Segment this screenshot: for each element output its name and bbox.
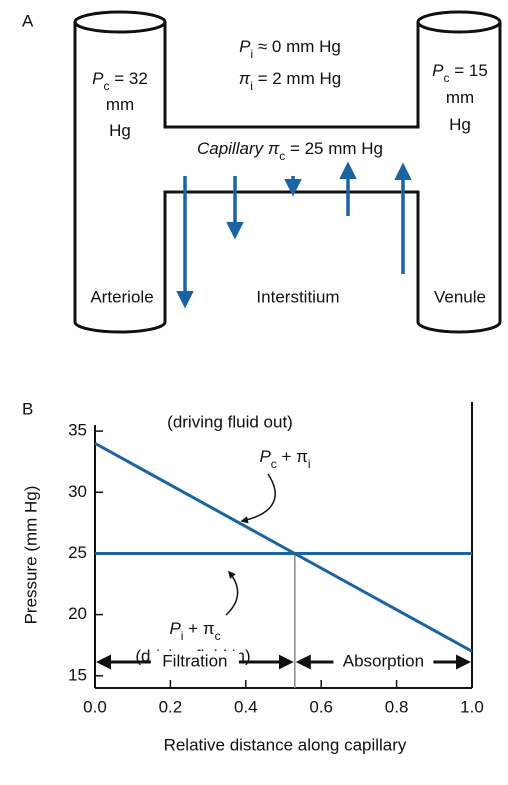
text-part: Capillary π: [197, 139, 280, 158]
text-part: Hg: [109, 121, 131, 140]
panel-label: A: [22, 11, 34, 30]
y-tick-label: 25: [68, 543, 87, 562]
series-description: (driving fluid out): [167, 412, 293, 431]
text-part: P: [169, 619, 181, 638]
text-part: P: [259, 447, 271, 466]
annotation-arrow: [225, 570, 239, 616]
text-part: Hg: [449, 115, 471, 134]
subscript: c: [215, 629, 221, 643]
text-part: P: [239, 37, 251, 56]
text-part: = 15: [450, 61, 488, 80]
subscript: c: [271, 457, 277, 471]
subscript: i: [181, 629, 184, 643]
subscript: c: [444, 71, 450, 85]
capillary-oncotic: Capillary πc = 25 mm Hg: [197, 139, 383, 163]
text-part: π: [239, 69, 251, 88]
subscript: c: [279, 149, 285, 163]
y-tick-label: 15: [68, 665, 87, 684]
interstitial-oncotic: πi = 2 mm Hg: [239, 69, 341, 93]
text-part: + π: [183, 619, 214, 638]
venule-label: Venule: [434, 287, 486, 306]
venule-pressure: Pc = 15: [432, 61, 488, 85]
y-axis-label: Pressure (mm Hg): [21, 486, 40, 625]
region-label: Absorption: [343, 651, 424, 670]
region-label: Filtration: [162, 651, 227, 670]
subscript: i: [250, 47, 253, 61]
x-tick-label: 1.0: [460, 697, 484, 716]
region-label-bg: [333, 651, 434, 673]
arteriole-label: Arteriole: [90, 287, 153, 306]
region-label-bg: [150, 651, 239, 673]
venule-pressure: mm: [446, 88, 474, 107]
x-tick-label: 0.6: [309, 697, 333, 716]
y-tick-label: 35: [68, 421, 87, 440]
flow-arrows: [176, 161, 412, 309]
x-axis-label: Relative distance along capillary: [164, 735, 407, 754]
text-part: + π: [277, 447, 308, 466]
panel-label: B: [22, 399, 33, 418]
series-label: Pc + πi: [259, 447, 310, 471]
text-part: ≈ 0 mm Hg: [253, 37, 341, 56]
interstitium-label: Interstitium: [256, 287, 339, 306]
text-part: mm: [446, 88, 474, 107]
arteriole-pressure: Pc = 32: [92, 69, 148, 93]
text-part: P: [92, 69, 104, 88]
text-part: P: [432, 61, 444, 80]
annotation-arrow: [240, 473, 276, 524]
y-tick-label: 20: [68, 604, 87, 623]
interstitial-pressure: Pi ≈ 0 mm Hg: [239, 37, 341, 61]
subscript: i: [308, 457, 311, 471]
x-tick-label: 0.2: [159, 697, 183, 716]
arteriole-pressure: Hg: [109, 121, 131, 140]
vessel-outline: [73, 10, 502, 334]
series-line: [94, 442, 473, 653]
text-part: = 25 mm Hg: [285, 139, 383, 158]
x-tick-label: 0.8: [385, 697, 409, 716]
text-part: mm: [106, 95, 134, 114]
x-tick-label: 0.4: [234, 697, 258, 716]
x-tick-label: 0.0: [83, 697, 107, 716]
text-part: = 32: [110, 69, 148, 88]
y-tick-label: 30: [68, 482, 87, 501]
venule-pressure: Hg: [449, 115, 471, 134]
arteriole-pressure: mm: [106, 95, 134, 114]
text-part: = 2 mm Hg: [253, 69, 341, 88]
series-label: Pi + πc: [169, 619, 220, 643]
subscript: i: [250, 79, 253, 93]
subscript: c: [104, 79, 110, 93]
